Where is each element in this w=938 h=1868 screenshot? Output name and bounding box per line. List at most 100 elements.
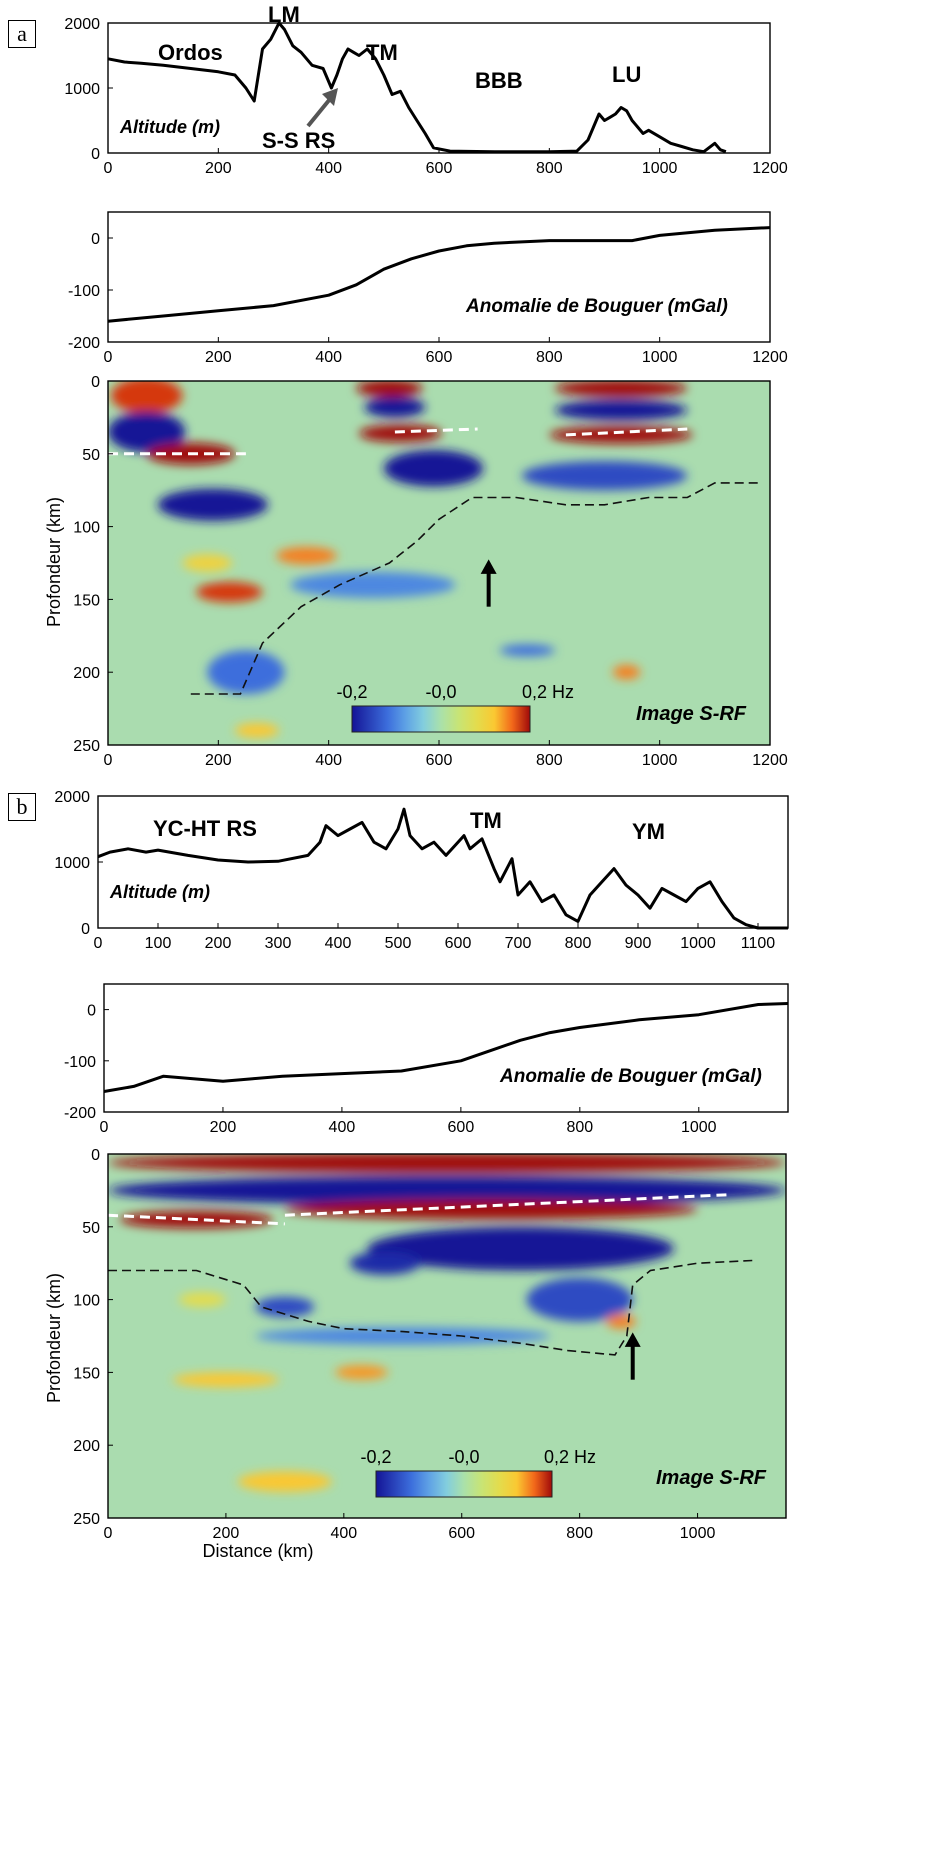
b-gravity-xtick-label: 800 bbox=[566, 1119, 593, 1136]
a-srf-anomaly-blob bbox=[549, 426, 693, 444]
b-srf-anomaly-blob bbox=[237, 1471, 333, 1492]
a-srf-anomaly-blob bbox=[110, 381, 183, 414]
a-srf-ytick-label: 200 bbox=[73, 665, 100, 682]
a-altitude-ytick-label: 0 bbox=[91, 146, 100, 163]
a-srf-ytick-label: 100 bbox=[73, 520, 100, 537]
a-srf-anomaly-blob bbox=[499, 644, 555, 657]
b-gravity-xtick-label: 400 bbox=[329, 1119, 356, 1136]
panel-label-a: a bbox=[8, 20, 36, 48]
b-altitude-xtick-label: 400 bbox=[325, 935, 352, 952]
a-srf-xtick-label: 0 bbox=[104, 752, 113, 769]
b-srf-moho-line bbox=[284, 1193, 728, 1217]
b-srf-anomaly-blob bbox=[526, 1277, 633, 1322]
a-altitude-ytick-label: 2000 bbox=[64, 16, 100, 33]
a-srf-xtick-label: 1200 bbox=[752, 752, 788, 769]
b-srf-ytick-label: 150 bbox=[73, 1365, 100, 1382]
b-altitude-xtick-label: 500 bbox=[385, 935, 412, 952]
b-gravity-ytick-label: -200 bbox=[64, 1105, 96, 1122]
b-srf-xtick-label: 600 bbox=[448, 1525, 475, 1542]
b-srf-colorbar-label-mid: -0,0 bbox=[448, 1447, 479, 1467]
a-srf-heatmap-group bbox=[108, 381, 770, 745]
b-altitude-xtick-label: 1100 bbox=[741, 935, 776, 952]
a-srf-anomaly-blob bbox=[234, 723, 280, 738]
a-altitude-xtick-label: 1000 bbox=[642, 160, 678, 177]
b-altitude-xtick-label: 1000 bbox=[680, 935, 716, 952]
b-altitude-xtick-label: 200 bbox=[205, 935, 232, 952]
a-ssrs-label: S-S RS bbox=[262, 128, 335, 153]
a-srf-anomaly-blob bbox=[359, 424, 442, 443]
b-srf-ytick-label: 0 bbox=[91, 1147, 100, 1164]
b-gravity-ytick-label: 0 bbox=[87, 1003, 96, 1020]
b-altitude-xtick-label: 900 bbox=[625, 935, 652, 952]
a-srf-ytick-label: 50 bbox=[82, 447, 100, 464]
a-srf-ytick-label: 150 bbox=[73, 592, 100, 609]
a-srf-moho-line bbox=[394, 427, 478, 434]
b-srf-xtick-label: 800 bbox=[566, 1525, 593, 1542]
a-region-ordos: Ordos bbox=[158, 40, 223, 65]
b-srf-heatmap-group bbox=[108, 1154, 786, 1518]
a-region-lu: LU bbox=[612, 62, 641, 87]
b-srf-anomaly-blob bbox=[367, 1226, 674, 1271]
a-srf-anomaly-blob bbox=[356, 381, 423, 398]
a-srf-anomaly-blob bbox=[108, 411, 186, 453]
b-gravity-xtick-label: 200 bbox=[210, 1119, 237, 1136]
a-srf-anomaly-blob bbox=[383, 450, 484, 487]
b-srf-anomaly-blob bbox=[334, 1365, 389, 1380]
b-altitude-annotation: Altitude (m) bbox=[109, 882, 210, 902]
a-gravity-xtick-label: 200 bbox=[205, 349, 232, 366]
a-region-tm: TM bbox=[366, 40, 398, 65]
a-altitude-xtick-label: 0 bbox=[104, 160, 113, 177]
a-gravity-xtick-label: 1000 bbox=[642, 349, 678, 366]
b-srf-colorbar bbox=[375, 1470, 553, 1498]
a-gravity-xtick-label: 600 bbox=[426, 349, 453, 366]
a-srf-anomaly-blob bbox=[364, 397, 426, 418]
a-srf-xtick-label: 200 bbox=[205, 752, 232, 769]
b-srf-xtick-label: 0 bbox=[104, 1525, 113, 1542]
b-region-ychtrs: YC-HT RS bbox=[153, 816, 257, 841]
a-gravity-xtick-label: 1200 bbox=[752, 349, 788, 366]
b-srf-xtick-label: 200 bbox=[213, 1525, 240, 1542]
a-gravity-ytick-label: 0 bbox=[91, 231, 100, 248]
a-srf-xtick-label: 1000 bbox=[642, 752, 678, 769]
a-ssrs-arrow-head bbox=[322, 88, 338, 106]
b-srf-xlabel: Distance (km) bbox=[202, 1541, 313, 1561]
a-srf-lab-line bbox=[190, 482, 759, 695]
b-altitude-ytick-label: 2000 bbox=[54, 789, 90, 806]
a-srf-anomaly-blob bbox=[207, 650, 285, 695]
b-srf-axes-frame bbox=[107, 1153, 787, 1519]
b-srf-blob-layer bbox=[108, 1154, 786, 1492]
b-gravity-ytick-label: -100 bbox=[64, 1054, 96, 1071]
a-srf-anomaly-blob bbox=[182, 554, 233, 572]
a-srf-moho-line bbox=[565, 427, 688, 437]
b-srf-xtick-label: 400 bbox=[330, 1525, 357, 1542]
a-region-lm: LM bbox=[268, 2, 300, 27]
b-srf-xtick-label: 1000 bbox=[680, 1525, 716, 1542]
b-altitude-xtick-label: 100 bbox=[145, 935, 172, 952]
a-gravity-xtick-label: 800 bbox=[536, 349, 563, 366]
b-srf-anomaly-blob bbox=[108, 1154, 786, 1173]
a-gravity-xtick-label: 0 bbox=[104, 349, 113, 366]
b-gravity-xtick-label: 600 bbox=[448, 1119, 475, 1136]
a-region-bbb: BBB bbox=[475, 68, 523, 93]
a-srf-colorbar-label-max: 0,2 Hz bbox=[522, 682, 574, 702]
b-gravity-xtick-label: 0 bbox=[100, 1119, 109, 1136]
a-srf-anomaly-blob bbox=[554, 399, 688, 421]
b-srf-annotation: Image S-RF bbox=[656, 1467, 767, 1489]
b-altitude-xtick-label: 600 bbox=[445, 935, 472, 952]
b-srf-anomaly-blob bbox=[108, 1175, 786, 1205]
b-gravity-series-line bbox=[103, 1002, 789, 1093]
a-gravity-annotation: Anomalie de Bouguer (mGal) bbox=[465, 296, 728, 317]
a-altitude-xtick-label: 800 bbox=[536, 160, 563, 177]
a-srf-ytick-label: 0 bbox=[91, 374, 100, 391]
a-gravity-xtick-label: 400 bbox=[315, 349, 342, 366]
a-srf-arrow-head bbox=[480, 559, 497, 574]
a-srf-xtick-label: 800 bbox=[536, 752, 563, 769]
a-srf-anomaly-blob bbox=[612, 664, 641, 680]
b-altitude-xtick-label: 700 bbox=[505, 935, 532, 952]
b-srf-ylabel: Profondeur (km) bbox=[44, 1273, 64, 1403]
a-srf-colorbar-label-min: -0,2 bbox=[336, 682, 367, 702]
b-altitude-ytick-label: 1000 bbox=[54, 855, 90, 872]
a-srf-anomaly-blob bbox=[521, 461, 688, 491]
